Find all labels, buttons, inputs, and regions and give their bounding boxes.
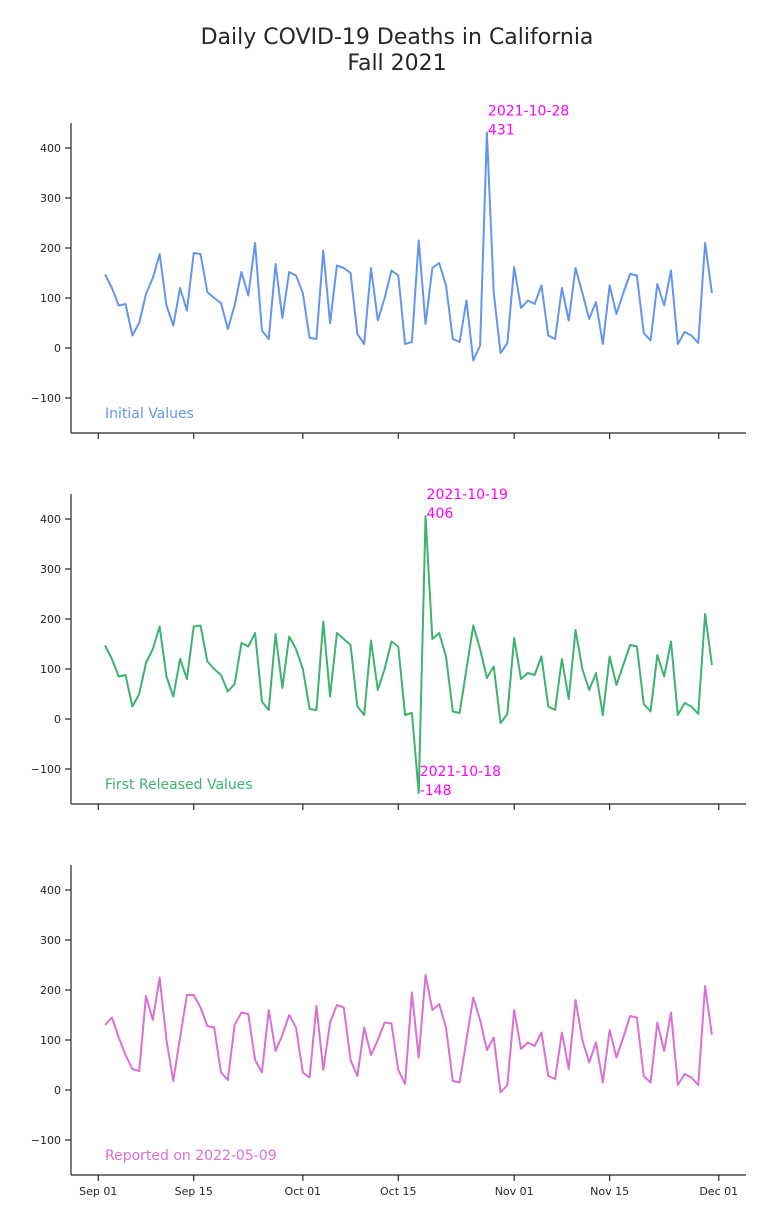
y-tick-label: 300 [40,563,61,576]
annotation-value: 431 [488,123,515,139]
y-tick-label: 200 [40,613,61,626]
x-tick-label: Nov 01 [495,1185,534,1198]
y-tick-label: −100 [31,1134,61,1147]
y-tick-label: 0 [54,713,61,726]
y-tick-label: 200 [40,242,61,255]
panel-reported-values: −100 0 100 200 300 400 Sep 01 Sep 15 Oct 01 Oct 1… [31,865,746,1198]
panel-label: Initial Values [105,406,194,422]
series-line [104,131,713,362]
x-tick-label: Dec 01 [699,1185,738,1198]
series-line [104,515,713,794]
x-tick-label: Sep 01 [79,1185,117,1198]
y-tick-label: 200 [40,984,61,997]
y-tick-label: −100 [31,763,61,776]
y-tick-label: 400 [40,142,61,155]
annotation-value: 406 [427,506,454,522]
y-tick-label: 0 [54,1084,61,1097]
y-tick-label: 400 [40,884,61,897]
annotation-date: 2021-10-18 [420,764,501,780]
y-tick-label: −100 [31,392,61,405]
x-tick-label: Sep 15 [175,1185,213,1198]
x-tick-label: Oct 15 [380,1185,417,1198]
chart-subtitle: Fall 2021 [347,51,446,76]
y-tick-label: 300 [40,934,61,947]
panel-initial-values: −100 0 100 200 300 400 Initial Values 2021-10-2… [31,104,746,439]
annotation-date: 2021-10-19 [427,487,508,503]
panel-label: Reported on 2022-05-09 [105,1148,277,1164]
x-tick-label: Oct 01 [285,1185,322,1198]
y-tick-label: 100 [40,1034,61,1047]
y-tick-label: 100 [40,663,61,676]
panel-first-released-values: −100 0 100 200 300 400 First Released Values 20… [31,487,746,810]
y-tick-label: 400 [40,513,61,526]
panel-label: First Released Values [105,777,253,793]
x-tick-label: Nov 15 [590,1185,629,1198]
annotation-date: 2021-10-28 [488,104,569,120]
chart-title: Daily COVID-19 Deaths in California [201,25,594,50]
annotation-value: -148 [420,783,452,799]
series-line [104,974,713,1094]
y-tick-label: 300 [40,192,61,205]
y-tick-label: 100 [40,292,61,305]
y-tick-label: 0 [54,342,61,355]
